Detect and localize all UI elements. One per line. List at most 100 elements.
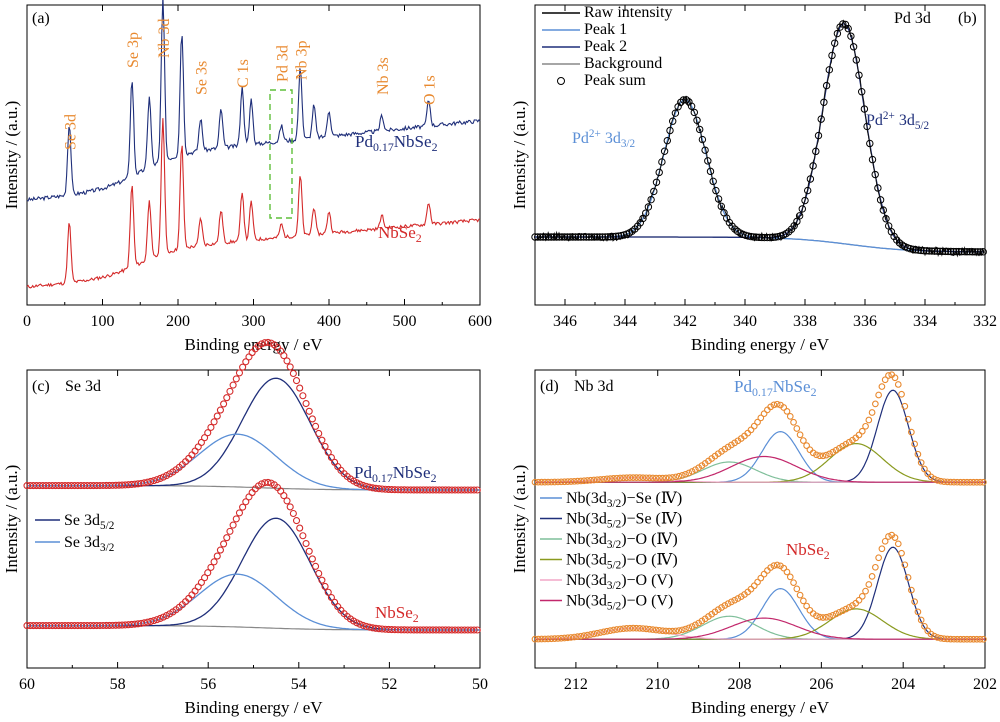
panel-d-data-point [649, 626, 657, 633]
panel-a-series-label-0: Pd0.17NbSe2 [355, 132, 438, 154]
panel-c-data-point [324, 588, 332, 596]
panel-d-data-point [613, 626, 621, 633]
panel-d-data-point [855, 596, 863, 604]
panel-d-data-point [970, 478, 977, 486]
panel-d-data-point [672, 473, 680, 481]
panel-b-peak-sum-point [806, 175, 815, 183]
panel-c-data-point [140, 479, 148, 487]
panel-b-peak-sum-point [547, 233, 555, 241]
panel-b-peak-sum-point [669, 117, 677, 125]
panel-c-data-point [226, 527, 234, 535]
panel-c-data-point [210, 418, 218, 426]
panel-d-sample-label-1: NbSe2 [786, 540, 830, 562]
panel-d-data-point [973, 635, 981, 643]
panel-c-data-point [216, 546, 224, 554]
panel-d-data-point [616, 474, 624, 482]
panel-c-ylabel: Intensity / (a.u.) [2, 465, 21, 574]
panel-c-data-point [258, 480, 266, 488]
panel-c-data-point [153, 616, 161, 624]
panel-b-peak-sum-point [663, 136, 671, 145]
panel-d-data-point [557, 478, 565, 486]
panel-d-data-point [669, 474, 676, 481]
panel-b-peak-sum-point [760, 233, 769, 242]
panel-d-data-point [590, 476, 598, 484]
panel-d-data-point [885, 372, 892, 379]
panel-d-data-point [551, 478, 558, 486]
panel-d-data-point [836, 608, 843, 616]
panel-d-data-point [574, 477, 581, 485]
panel-d-data-point [584, 477, 591, 484]
panel-c-data-point [302, 399, 310, 408]
panel-d-data-point [672, 627, 680, 635]
panel-d-data-point [669, 627, 676, 635]
panel-d-data-point [930, 475, 938, 483]
panel-b-peak-sum-point [849, 43, 858, 51]
panel-d-data-point [590, 630, 598, 638]
panel-c-legend-item-1: Se 3d3/2 [64, 534, 114, 554]
panel-d-data-point [665, 627, 673, 635]
panel-b-peak-sum-point [920, 246, 928, 255]
panel-b-peak-sum-point [844, 24, 852, 33]
panel-b-peak-sum-point [795, 212, 804, 220]
panel-d-data-point [911, 598, 918, 606]
panel-c-data-point [239, 363, 247, 371]
panel-d-data-point [980, 478, 987, 486]
panel-d-data-point [629, 474, 637, 481]
panel-c-data-point [359, 621, 367, 629]
panel-d-data-point [665, 474, 673, 482]
panel-d-data-point [934, 634, 941, 641]
panel-b-xtick-label-0: 346 [553, 313, 577, 330]
panel-c-data-point [213, 552, 221, 560]
panel-b-peak-sum-point [604, 233, 612, 241]
panel-d-data-point [800, 437, 807, 444]
panel-b-legend-item-4: Peak sum [584, 72, 646, 89]
panel-d-data-point [554, 478, 562, 486]
panel-d-data-point [646, 474, 653, 482]
panel-c-data-point [150, 617, 158, 625]
panel-c-data-point [280, 492, 288, 500]
panel-c-fit-markers-1 [23, 478, 481, 634]
panel-d-data-point [750, 422, 758, 430]
panel-d-data-point [806, 606, 814, 614]
panel-a-xtick-label-4: 400 [317, 313, 341, 330]
panel-b-peak-sum-point [617, 231, 626, 240]
panel-b-peak-sum-point [809, 162, 817, 170]
panel-d-component-1-2 [535, 615, 985, 640]
panel-d-data-point [803, 602, 810, 610]
panel-d-data-point [868, 573, 876, 580]
panel-d-data-point [754, 578, 761, 586]
panel-d-data-point [809, 449, 817, 457]
panel-c-data-point [305, 407, 313, 415]
panel-b-frame [534, 4, 986, 306]
panel-b-peak-sum-point [655, 168, 663, 177]
panel-d-data-point [541, 478, 549, 486]
panel-b-peak-sum-point [579, 233, 588, 241]
panel-d-data-point [780, 404, 788, 411]
panel-d-data-point [953, 635, 961, 643]
panel-b-peak-sum-point [868, 155, 877, 164]
panel-d-xtick-label-4: 204 [891, 676, 915, 693]
panel-b-peak-sum-point [871, 170, 879, 179]
panel-c-data-point [359, 481, 367, 489]
panel-a-xtick-label-6: 600 [468, 313, 492, 330]
panel-b-peak-sum-point [966, 248, 974, 256]
panel-c-data-point [242, 498, 250, 506]
panel-b-peak-sum-point [812, 147, 820, 156]
panel-d-data-point [839, 607, 846, 615]
panel-d-xtick-label-3: 206 [809, 676, 833, 693]
panel-d-legend-item-3: Nb(3d5/2)−O (Ⅳ) [566, 552, 678, 572]
panel-c-data-point [286, 363, 294, 371]
panel-d-data-point [957, 478, 964, 486]
panel-b-peak-sum-point [801, 196, 809, 205]
panel-c-xtick-label-0: 60 [19, 676, 35, 693]
panel-b-legend-item-3: Background [584, 55, 662, 72]
panel-b-peak-sum-point [876, 196, 885, 204]
panel-d-data-point [881, 537, 889, 545]
panel-b-peak-sum-point [912, 246, 920, 254]
panel-c-data-point [210, 558, 218, 566]
panel-d-data-point [819, 452, 827, 460]
panel-b-peak-sum-point [941, 247, 950, 256]
panel-b-peak-sum-point [704, 157, 712, 165]
panel-d-data-point [937, 477, 945, 485]
panel-d-data-point [842, 605, 850, 613]
